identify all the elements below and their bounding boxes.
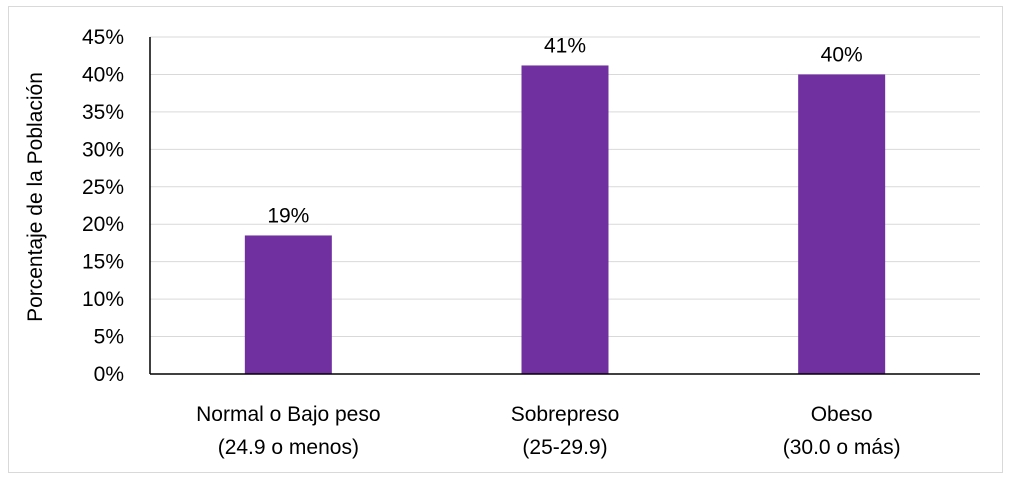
bars [244, 65, 886, 375]
bar [798, 74, 886, 374]
x-tick-label: (25-29.9) [522, 436, 607, 459]
axes [149, 37, 980, 375]
y-tick-label: 25% [82, 176, 124, 199]
y-tick-label: 20% [82, 213, 124, 236]
y-tick-label: 10% [82, 288, 124, 311]
y-tick-label: 35% [82, 101, 124, 124]
y-tick-labels: 0% 5% 10% 15% 20% 25% 30% 35% 40% 45% [82, 26, 124, 386]
data-label: 19% [267, 204, 309, 227]
data-labels: 19% 41% 40% [267, 34, 862, 227]
data-label: 41% [544, 34, 586, 57]
x-tick-label: Obeso [811, 403, 873, 426]
y-tick-label: 40% [82, 63, 124, 86]
y-tick-label: 30% [82, 138, 124, 161]
x-tick-label: Normal o Bajo peso [196, 403, 380, 426]
bar [244, 235, 332, 374]
y-tick-label: 15% [82, 251, 124, 274]
x-tick-label: (30.0 o más) [783, 436, 901, 459]
y-tick-label: 5% [94, 326, 124, 349]
y-tick-label: 45% [82, 26, 124, 49]
bar [521, 65, 609, 375]
x-tick-label: Sobrepreso [511, 403, 620, 426]
y-tick-label: 0% [94, 363, 124, 386]
x-tick-label: (24.9 o menos) [218, 436, 359, 459]
category-labels: Normal o Bajo peso (24.9 o menos) Sobrepre… [196, 403, 900, 459]
data-label: 40% [821, 43, 863, 66]
y-axis-label: Porcentaje de la Población [24, 72, 47, 322]
